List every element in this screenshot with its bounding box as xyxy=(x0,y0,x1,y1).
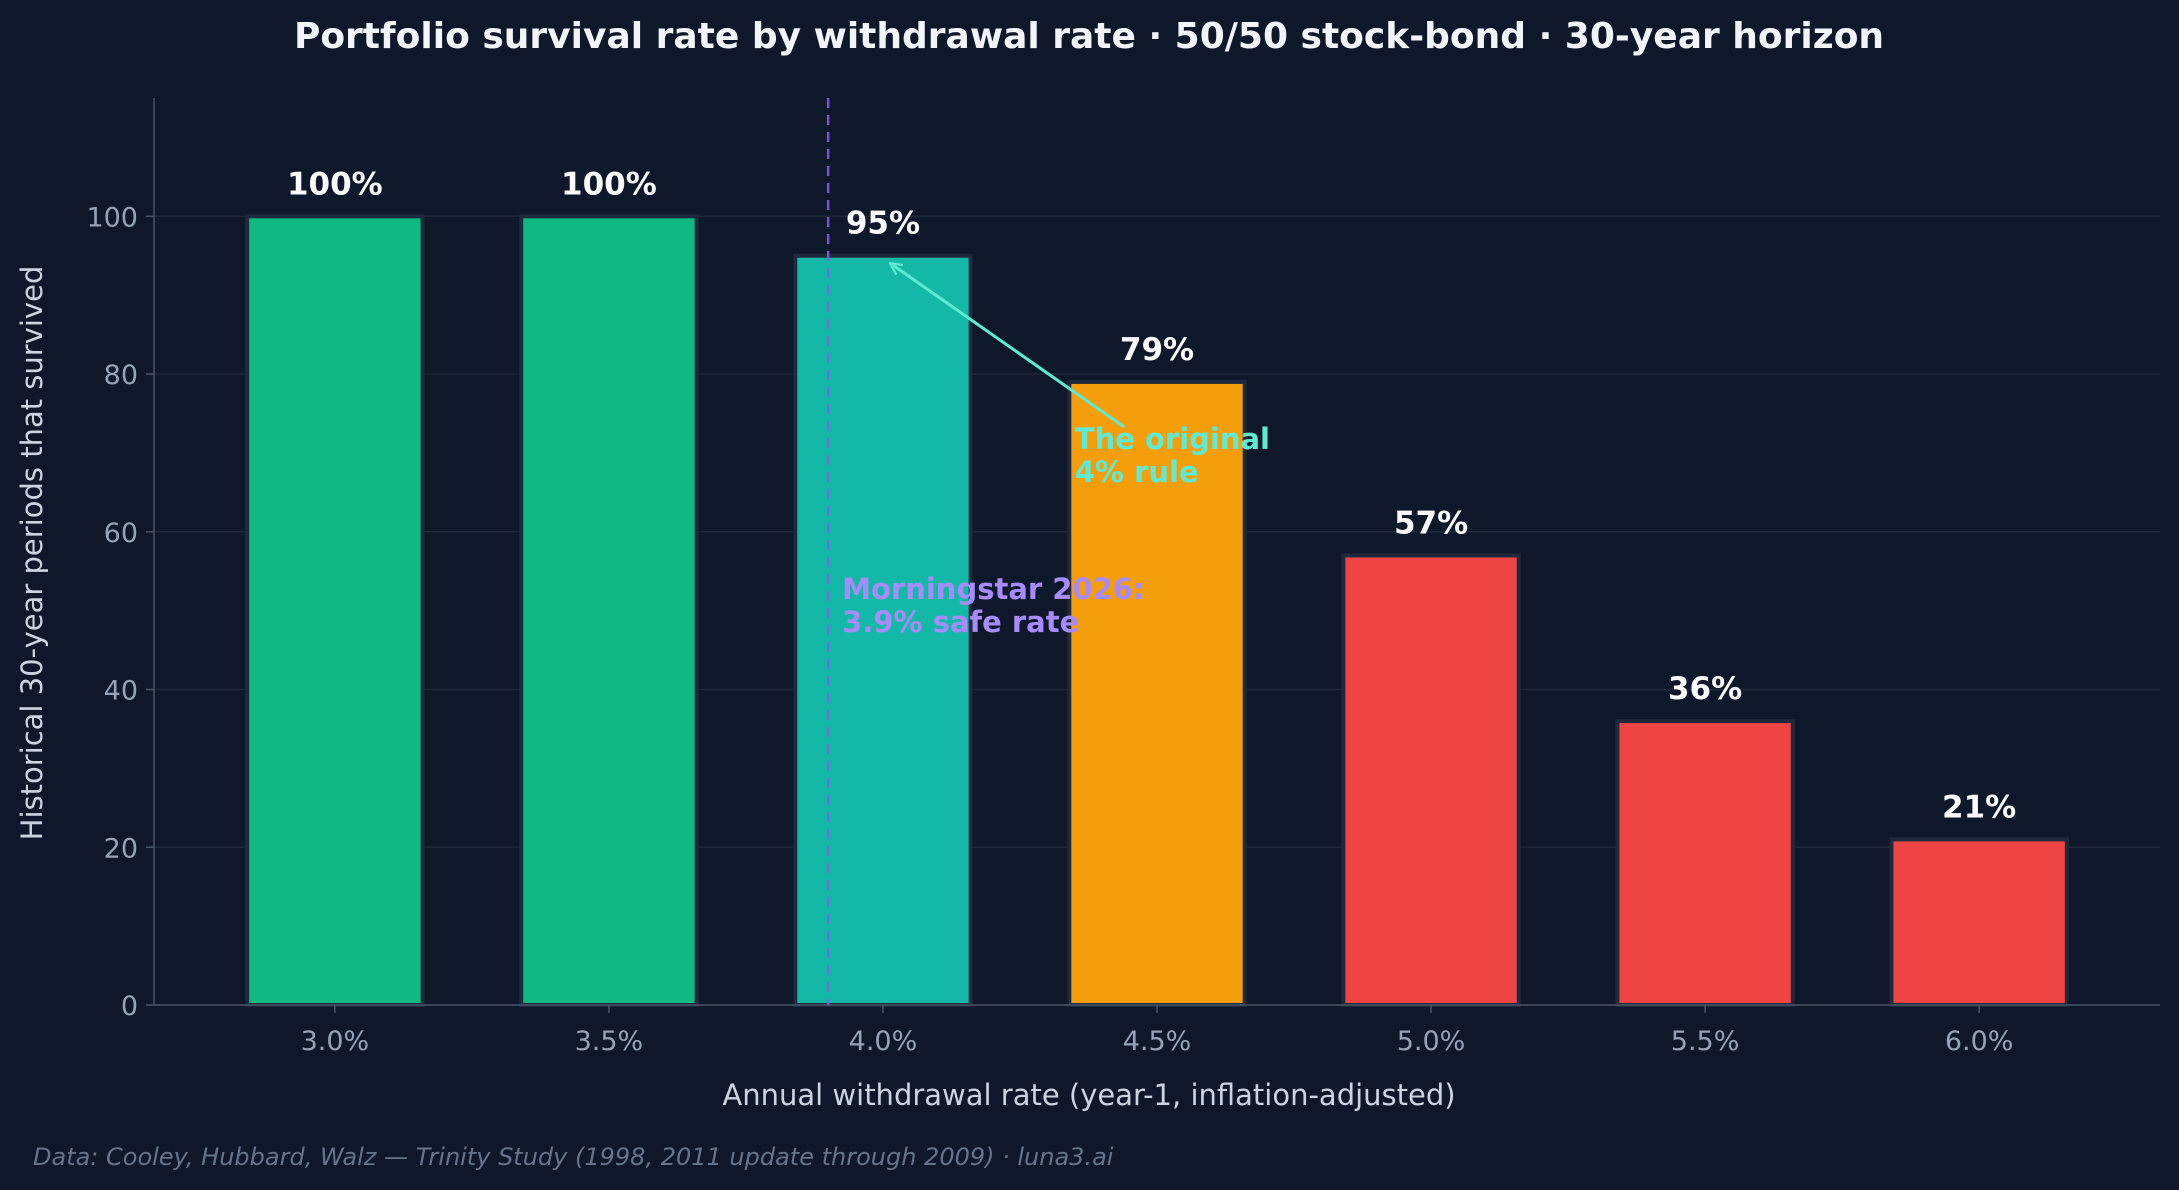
x-tick-label: 4.0% xyxy=(849,1026,918,1057)
bar-value-label: 100% xyxy=(287,166,383,202)
bar-value-label: 36% xyxy=(1668,671,1742,707)
y-tick-label: 0 xyxy=(121,991,138,1022)
y-tick-label: 20 xyxy=(104,833,138,864)
bar-value-label: 57% xyxy=(1394,505,1468,541)
bar-value-label: 95% xyxy=(846,206,920,242)
annotations: Morningstar 2026: 3.9% safe rate The origi… xyxy=(826,98,1270,1005)
bar-5.5% xyxy=(1615,719,1795,1007)
y-tick-label: 40 xyxy=(104,676,138,707)
x-tick-label: 3.0% xyxy=(301,1026,370,1057)
x-tick-label: 5.5% xyxy=(1671,1026,1740,1057)
annotation-label: The original 4% rule xyxy=(1075,422,1270,489)
bar-5.0% xyxy=(1341,553,1521,1007)
x-tick-label: 5.0% xyxy=(1397,1026,1466,1057)
bar-3.5% xyxy=(519,214,699,1008)
source-note: Data: Cooley, Hubbard, Walz — Trinity St… xyxy=(33,1143,1114,1171)
bar-value-labels: 100% 100% 95% 79% 57% 36% 21% xyxy=(287,166,2016,825)
axes: 0 20 40 60 80 100 3.0% 3.5% 4.0% 4.5% 5.0% 5.5% 6.0% xyxy=(86,98,2160,1057)
y-tick-label: 80 xyxy=(104,360,138,391)
x-tick-label: 3.5% xyxy=(575,1026,644,1057)
bar-value-label: 21% xyxy=(1942,789,2016,825)
y-tick-label: 60 xyxy=(104,518,138,549)
chart-title: Portfolio survival rate by withdrawal ra… xyxy=(294,16,1884,57)
annotation-arrow xyxy=(891,264,1125,429)
bar-value-label: 79% xyxy=(1120,332,1194,368)
bar-value-label: 100% xyxy=(561,166,657,202)
x-tick-label: 4.5% xyxy=(1123,1026,1192,1057)
x-tick-label: 6.0% xyxy=(1945,1026,2014,1057)
x-axis-title: Annual withdrawal rate (year-1, inflatio… xyxy=(722,1078,1455,1112)
y-tick-label: 100 xyxy=(86,202,138,233)
bar-4.5% xyxy=(1067,379,1247,1007)
bar-6.0% xyxy=(1889,837,2069,1007)
bar-3.0% xyxy=(245,214,425,1008)
bars xyxy=(245,214,2069,1008)
bar-4.0% xyxy=(793,253,973,1007)
reference-line-label: Morningstar 2026: 3.9% safe rate xyxy=(842,572,1144,639)
y-axis-title: Historical 30-year periods that survived xyxy=(15,266,49,841)
